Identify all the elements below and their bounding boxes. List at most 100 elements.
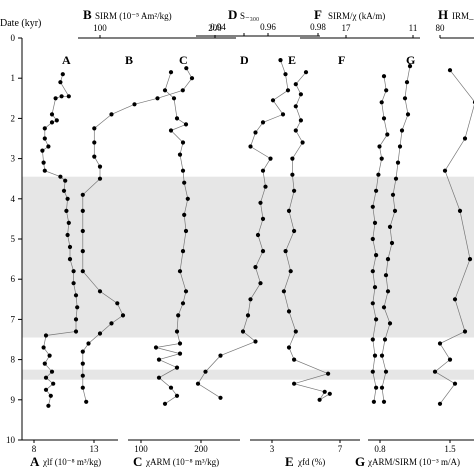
data-point — [286, 208, 292, 213]
data-point — [80, 349, 85, 354]
axis-g-label: χARM/SIRM (10⁻³ m/A) — [367, 457, 460, 467]
curve-letter-c: C — [179, 53, 188, 67]
axis-e-tick: 7 — [338, 444, 343, 454]
data-point — [185, 196, 190, 201]
axis-b-label: SIRM (10⁻⁵ Am²/kg) — [95, 11, 172, 21]
data-point — [452, 381, 458, 386]
curve-line — [283, 71, 330, 401]
data-point — [258, 200, 263, 205]
data-point — [374, 385, 379, 390]
bottom-axis-ticks — [33, 440, 451, 443]
data-point — [268, 156, 273, 161]
data-point — [322, 389, 327, 394]
data-point — [48, 393, 53, 398]
data-point — [385, 289, 391, 294]
data-point — [162, 401, 168, 406]
data-point — [370, 369, 375, 374]
data-point — [387, 224, 393, 229]
shaded-interval-bands — [22, 176, 474, 380]
depth-axis-label: Date (kyr) — [0, 18, 41, 29]
depth-tick-label: 3 — [11, 154, 16, 164]
data-point — [395, 160, 401, 165]
data-point — [292, 357, 297, 362]
axis-h-label: IRM_ — [452, 11, 474, 21]
data-point — [80, 249, 85, 254]
axis-g-tick: 0.8 — [374, 444, 386, 454]
data-point — [293, 82, 298, 87]
data-point — [260, 249, 266, 254]
axis-c-tick: 200 — [194, 444, 208, 454]
data-point — [248, 144, 253, 149]
axis-f-tick: 11 — [409, 23, 418, 33]
curve-e — [281, 70, 332, 402]
data-point — [177, 341, 183, 346]
depth-tick-label: 7 — [11, 314, 16, 324]
data-point — [54, 118, 59, 123]
data-point — [51, 381, 56, 386]
depth-tick-label: 2 — [11, 113, 16, 123]
data-point — [42, 361, 47, 366]
data-point — [467, 257, 473, 262]
data-point — [43, 333, 49, 338]
data-point — [203, 369, 208, 374]
data-point — [189, 76, 195, 81]
data-point — [183, 122, 189, 127]
data-point — [290, 156, 295, 161]
data-point — [92, 140, 97, 145]
data-point — [71, 269, 76, 274]
data-point — [177, 152, 183, 157]
data-point — [184, 66, 189, 71]
data-point — [109, 112, 114, 117]
data-point — [162, 88, 168, 93]
data-point — [292, 228, 297, 234]
data-point — [53, 96, 58, 101]
data-point — [442, 168, 448, 173]
data-point — [66, 94, 71, 99]
data-point — [168, 128, 174, 133]
data-point — [180, 140, 186, 145]
data-point — [374, 317, 379, 322]
data-point — [253, 130, 258, 135]
data-point — [374, 188, 379, 193]
data-point — [399, 128, 405, 133]
data-point — [293, 128, 298, 133]
axis-f-letter: F — [314, 7, 322, 22]
data-point — [462, 329, 468, 334]
curve-letter-a: A — [62, 53, 71, 67]
curve-c — [153, 70, 190, 406]
axis-c-label: χARM (10⁻⁸ m³/kg) — [145, 457, 219, 467]
data-point — [437, 401, 443, 406]
data-point — [379, 385, 385, 390]
data-point — [97, 331, 103, 336]
data-point — [47, 353, 52, 358]
data-point — [92, 154, 97, 159]
axis-c-letter: C — [133, 454, 142, 469]
axis-a-tick: 8 — [32, 444, 37, 454]
data-point — [292, 188, 297, 193]
data-point — [432, 369, 438, 374]
curve-letter-f: F — [338, 53, 345, 67]
data-point — [153, 345, 159, 350]
data-point — [298, 92, 303, 97]
curve-line — [155, 72, 189, 405]
data-point — [377, 144, 382, 149]
data-point — [384, 88, 389, 93]
data-point — [168, 70, 174, 75]
shaded-band — [22, 369, 474, 380]
data-point — [180, 301, 186, 306]
curve-d — [195, 58, 291, 400]
axis-a-label: χlf (10⁻⁸ m³/kg) — [42, 457, 101, 467]
data-point — [379, 353, 385, 358]
axis-b-tick: 200 — [208, 23, 222, 33]
curve-a — [40, 72, 80, 408]
axis-h-letter: H — [438, 7, 448, 22]
data-point — [383, 369, 389, 374]
depth-tick-label: 0 — [11, 33, 16, 43]
data-point — [390, 192, 396, 197]
data-point — [80, 269, 85, 274]
data-point — [156, 375, 162, 380]
data-point — [80, 373, 85, 378]
data-point — [182, 212, 187, 217]
data-point — [293, 104, 298, 109]
data-point — [405, 112, 411, 117]
